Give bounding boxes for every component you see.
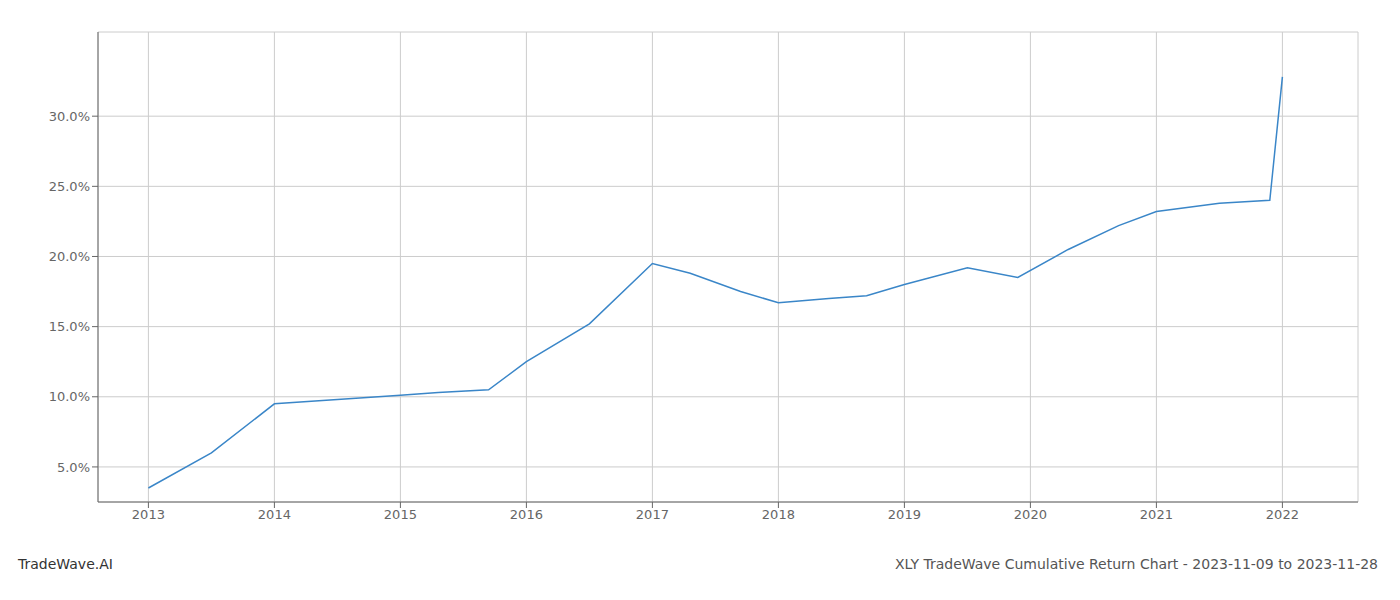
svg-text:2018: 2018	[762, 507, 795, 522]
svg-text:2013: 2013	[132, 507, 165, 522]
svg-text:20.0%: 20.0%	[49, 249, 90, 264]
svg-text:2015: 2015	[384, 507, 417, 522]
svg-text:2017: 2017	[636, 507, 669, 522]
svg-text:2016: 2016	[510, 507, 543, 522]
svg-text:15.0%: 15.0%	[49, 319, 90, 334]
svg-text:2019: 2019	[888, 507, 921, 522]
html-text:TradeWave.AI: TradeWave.AI	[18, 556, 113, 572]
svg-text:5.0%: 5.0%	[57, 460, 90, 475]
html-text:XLY TradeWave Cumulative Retur: XLY TradeWave Cumulative Return Chart - …	[894, 556, 1378, 572]
svg-text:10.0%: 10.0%	[49, 389, 90, 404]
svg-text:2014: 2014	[258, 507, 291, 522]
svg-text:25.0%: 25.0%	[49, 179, 90, 194]
svg-text:2020: 2020	[1014, 507, 1047, 522]
svg-text:2022: 2022	[1266, 507, 1299, 522]
svg-text:2021: 2021	[1140, 507, 1173, 522]
svg-text:30.0%: 30.0%	[49, 109, 90, 124]
